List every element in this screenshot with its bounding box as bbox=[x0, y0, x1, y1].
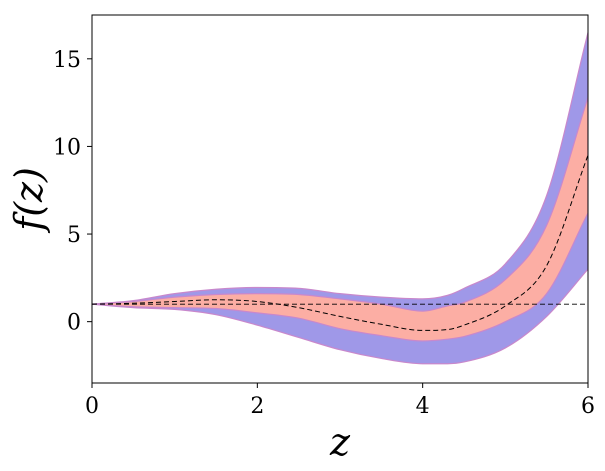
x-axis-label: z bbox=[329, 420, 351, 464]
x-tick-label: 2 bbox=[250, 394, 264, 419]
x-ticks: 0 2 4 6 bbox=[85, 383, 595, 419]
x-tick-label: 0 bbox=[85, 394, 99, 419]
plot-frame bbox=[91, 14, 589, 384]
bands bbox=[92, 31, 588, 365]
y-tick-label: 15 bbox=[53, 48, 81, 73]
y-axis-label: f(z) bbox=[7, 167, 51, 234]
y-tick-label: 5 bbox=[67, 223, 81, 248]
y-ticks: 0 5 10 15 bbox=[53, 48, 92, 336]
outer-band-area bbox=[92, 31, 588, 365]
mean-line bbox=[92, 155, 588, 331]
lines bbox=[92, 155, 588, 331]
x-tick-label: 6 bbox=[581, 394, 595, 419]
x-tick-label: 4 bbox=[416, 394, 430, 419]
y-tick-label: 0 bbox=[67, 311, 81, 336]
y-tick-label: 10 bbox=[53, 135, 81, 160]
